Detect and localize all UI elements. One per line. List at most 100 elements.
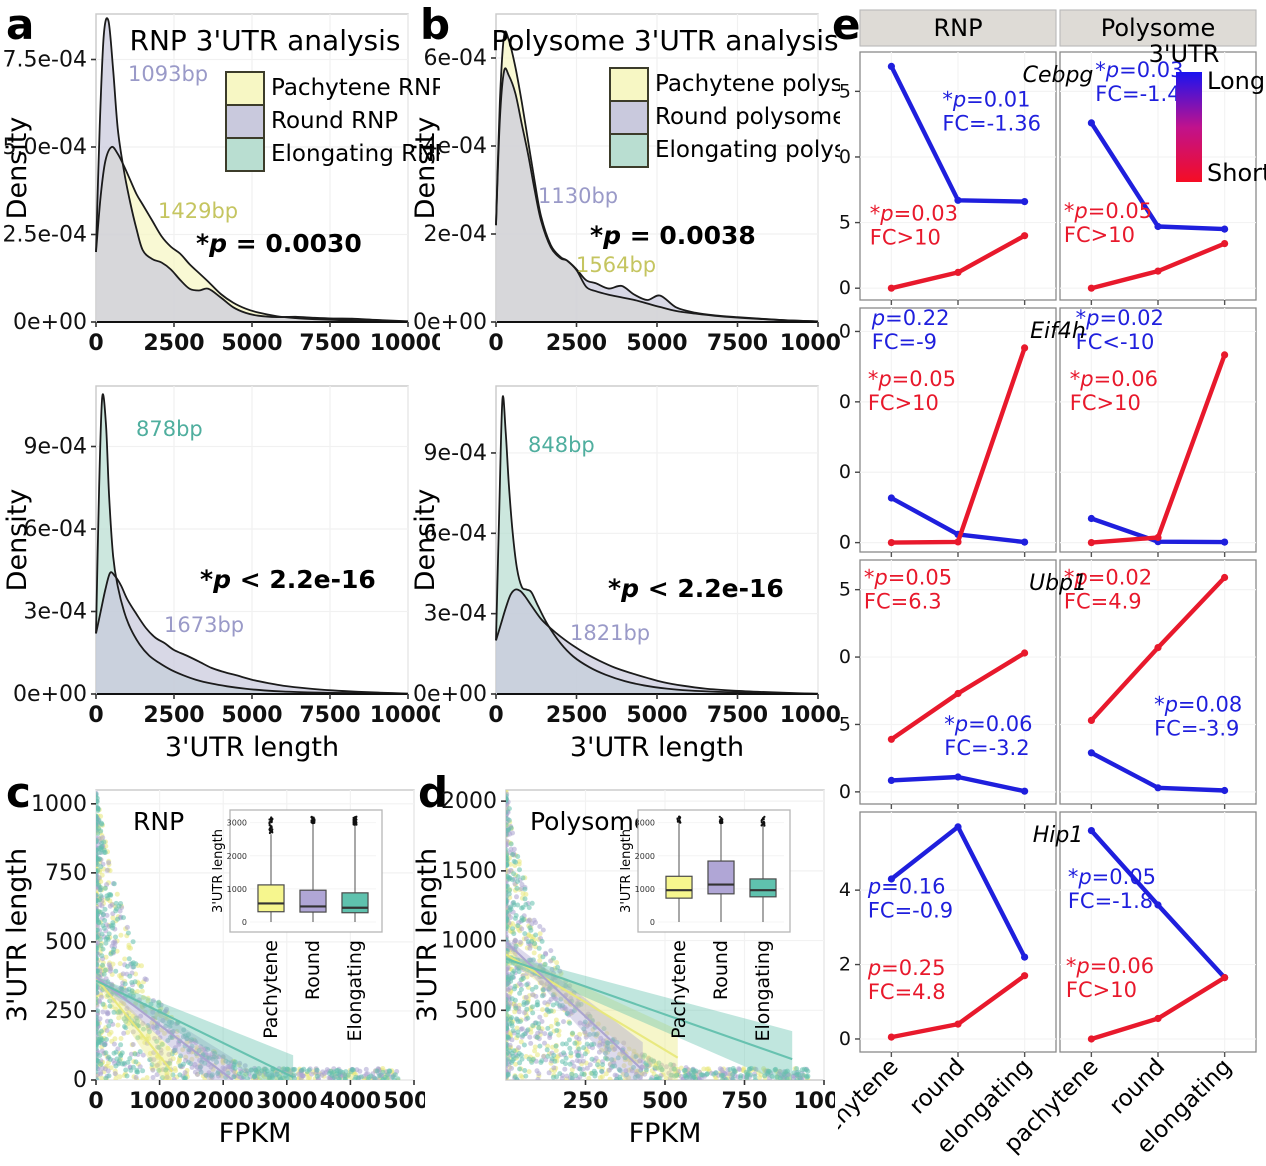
short-pvalue-annotation: *p=0.06 (1066, 954, 1154, 978)
y-tick-label: 2 (839, 954, 851, 976)
inset-category-label: Round (710, 940, 732, 1000)
x-tick-label: 4000 (320, 1089, 381, 1114)
x-tick-label: 0 (88, 703, 103, 728)
inset-category-label: Pachytene (668, 940, 690, 1039)
median-annotation: 878bp (136, 417, 203, 441)
inset-y-tick: 1000 (227, 885, 247, 894)
y-tick-label: 9e-04 (424, 441, 487, 466)
legend-bottom-label: Short (1207, 159, 1266, 187)
legend-top-label: Long (1207, 67, 1265, 95)
short-pvalue-annotation: *p=0.05 (868, 367, 956, 391)
gene-label: Eif4h (1030, 319, 1086, 344)
panel-letter-b: b (420, 0, 451, 49)
inset-y-axis-title: 3'UTR length (619, 829, 634, 913)
x-tick-label: 0 (88, 331, 103, 356)
y-tick-label: 500 (45, 930, 87, 955)
panel-letter-a: a (6, 0, 35, 49)
plot-title: RNP 3'UTR analysis (129, 24, 400, 57)
y-axis-title: Density (2, 117, 33, 220)
p-value-annotation: *p = 0.0030 (196, 229, 362, 258)
y-tick-label: 7.5e-04 (3, 48, 87, 73)
y-tick-label: 2000 (441, 789, 497, 814)
panel-tag-label: RNP (133, 807, 184, 836)
y-tick-label: 0 (839, 781, 851, 803)
y-tick-label: 3e-04 (424, 602, 487, 627)
y-tick-label: 6e-04 (24, 517, 87, 542)
long-foldchange-annotation: FC<-10 (1076, 330, 1155, 354)
legend-swatch (225, 137, 265, 172)
legend-label: Pachytene polysome (655, 71, 840, 97)
long-foldchange-annotation: FC=-1.8 (1068, 889, 1153, 913)
y-tick-label: 500 (455, 998, 497, 1023)
panel-b-plot: 0e+00 2e-04 4e-04 6e-04 0 2500 5000 7500 10000 De… (410, 0, 840, 380)
median-annotation: 1821bp (570, 621, 650, 645)
x-tick-label: 2500 (143, 331, 204, 356)
x-tick-label: 7500 (299, 331, 360, 356)
x-tick-label: 0 (488, 703, 503, 728)
y-axis-title: Density (2, 489, 33, 592)
long-foldchange-annotation: FC=-9 (872, 330, 937, 354)
y-tick-label: 5 (839, 713, 851, 735)
gene-label: Cebpg (1023, 63, 1094, 88)
short-foldchange-annotation: FC=4.8 (868, 980, 946, 1004)
legend-title: 3'UTR (1149, 40, 1220, 68)
long-pvalue-annotation: *p=0.03 (1095, 58, 1183, 82)
x-tick-label: 10000 (370, 331, 440, 356)
median-annotation: 1429bp (158, 199, 238, 223)
x-tick-label: 0 (88, 1089, 103, 1114)
short-pvalue-annotation: *p=0.03 (870, 202, 958, 226)
long-pvalue-annotation: *p=0.05 (1068, 865, 1156, 889)
legend-swatch (609, 67, 649, 102)
panel-letter-d: d (418, 768, 449, 817)
y-tick-label: 15 (838, 579, 851, 601)
y-axis-title: Density (410, 489, 441, 592)
legend-label: Elongating RNP (271, 141, 440, 167)
y-tick-label: 0 (839, 1028, 851, 1050)
panel-tag-label: Polysome (530, 807, 649, 836)
x-tick-label: 1000 (129, 1089, 190, 1114)
x-tick-label: 2000 (193, 1089, 254, 1114)
density-legend: Pachytene polysome Round polysome Elongati… (609, 67, 840, 168)
y-tick-label: 1000 (31, 792, 87, 817)
x-tick-label: 2500 (143, 703, 204, 728)
y-tick-label: 0 (73, 1068, 87, 1093)
y-tick-label: 0e+00 (13, 682, 87, 707)
inset-y-tick: 3000 (227, 819, 247, 828)
short-pvalue-annotation: *p=0.06 (1070, 367, 1158, 391)
long-pvalue-annotation: *p=0.08 (1154, 692, 1242, 716)
short-pvalue-annotation: *p=0.02 (1064, 565, 1152, 589)
y-tick-label: 1500 (441, 859, 497, 884)
long-foldchange-annotation: FC=-3.9 (1154, 716, 1239, 740)
p-value-annotation: *p = 0.0038 (590, 221, 756, 250)
y-tick-label: 0e+00 (413, 682, 487, 707)
x-tick-label: 250 (563, 1089, 609, 1114)
y-tick-label: 4 (839, 879, 851, 901)
median-annotation: 1093bp (128, 62, 208, 86)
panel-a2-plot: 0e+00 3e-04 6e-04 9e-04 0 2500 5000 7500 10000 De… (0, 372, 440, 762)
inset-y-tick: 2000 (227, 852, 247, 861)
inset-category-label: Elongating (752, 940, 774, 1042)
panel-b2-plot: 0e+00 3e-04 6e-04 9e-04 0 2500 5000 7500 10000 De… (410, 372, 840, 762)
x-tick-label: 2500 (546, 703, 607, 728)
inset-y-axis-title: 3'UTR length (211, 829, 226, 913)
inset-y-tick: 1000 (635, 885, 655, 894)
x-axis-title: 3'UTR length (570, 732, 744, 762)
short-foldchange-annotation: FC>10 (1066, 978, 1137, 1002)
long-foldchange-annotation: FC=-0.9 (868, 899, 953, 923)
y-tick-label: 3e-04 (24, 600, 87, 625)
x-tick-label: 10000 (780, 331, 840, 356)
y-tick-label: 2.5e-04 (3, 223, 87, 248)
legend-swatch (225, 104, 265, 139)
density-legend: Pachytene RNP Round RNP Elongating RNP (225, 71, 440, 172)
y-tick-label: 10 (838, 646, 851, 668)
short-foldchange-annotation: FC=4.9 (1064, 589, 1142, 613)
legend-swatch (609, 133, 649, 168)
panel-e-grid: RNP Polysome *p=0.01 FC=-1.36 *p=0.03 FC>10 *p… (838, 0, 1266, 1166)
x-tick-label: 7500 (299, 703, 360, 728)
y-tick-label: 0 (839, 277, 851, 299)
short-foldchange-annotation: FC>10 (868, 391, 939, 415)
